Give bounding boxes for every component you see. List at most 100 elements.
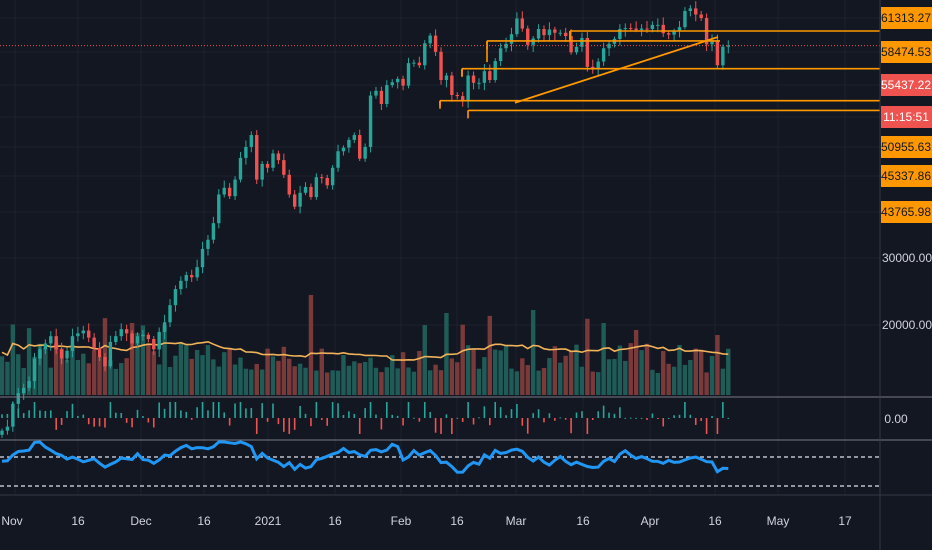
histogram-bar xyxy=(185,411,188,418)
histogram-bar xyxy=(120,412,123,418)
candle-body xyxy=(87,330,91,338)
candle-body xyxy=(249,135,254,147)
volume-bar xyxy=(682,364,688,395)
candle-body xyxy=(395,78,400,83)
volume-bar xyxy=(417,350,422,395)
price-axis[interactable]: 61313.27 58474.53 55437.22 11:15:51 50955.63… xyxy=(881,7,932,426)
price-tag xyxy=(881,136,932,158)
time-axis-label: Dec xyxy=(130,514,151,528)
histogram-bar xyxy=(293,418,296,430)
candle-body xyxy=(152,339,156,350)
price-tag-label: 45337.86 xyxy=(881,169,931,183)
volume-bar xyxy=(558,362,563,395)
histogram-bar xyxy=(678,414,681,418)
candle-body xyxy=(330,167,335,186)
price-tag-label: 50955.63 xyxy=(881,140,931,154)
histogram-bar xyxy=(554,418,556,421)
horizontal-level-lines[interactable] xyxy=(439,30,880,119)
volume-bar xyxy=(16,354,21,395)
volume-bar xyxy=(21,368,26,395)
volume-bar xyxy=(140,325,146,395)
histogram-bar xyxy=(218,402,220,418)
volume-bar xyxy=(449,358,455,395)
volume-bar xyxy=(368,357,373,395)
candle-body xyxy=(639,28,644,30)
time-axis[interactable]: Nov 16 Dec 16 2021 16 Feb 16 Mar 16 Apr 16 May 17 xyxy=(1,514,852,528)
histogram-bar xyxy=(331,402,334,418)
histogram-bar xyxy=(66,411,68,418)
histogram-bar xyxy=(277,418,280,425)
candle-body xyxy=(450,75,454,95)
volume-bar xyxy=(422,325,427,395)
histogram-bar xyxy=(234,403,236,418)
candle-body xyxy=(699,14,703,19)
candle-body xyxy=(498,48,503,62)
candle-body xyxy=(141,334,145,337)
histogram-bar xyxy=(380,418,383,430)
volume-bar xyxy=(222,352,227,395)
histogram-bar xyxy=(499,407,502,418)
candle-body xyxy=(715,40,720,66)
volume-bar xyxy=(698,349,704,395)
trendline[interactable] xyxy=(514,36,719,104)
candle-body xyxy=(287,174,291,195)
candle-body xyxy=(352,135,356,140)
volume-bar xyxy=(86,363,91,395)
candle-body xyxy=(536,29,541,39)
volume-bar xyxy=(465,345,471,395)
candle-body xyxy=(265,163,270,168)
volume-bar xyxy=(341,355,346,395)
candle-body xyxy=(320,177,324,179)
candle-body xyxy=(645,28,649,30)
histogram-bar xyxy=(689,414,692,418)
histogram-bar xyxy=(505,415,507,418)
volume-bar xyxy=(37,343,43,395)
volume-bar xyxy=(650,369,655,395)
histogram-bar xyxy=(239,402,242,418)
oscillator-line xyxy=(1,440,729,474)
volume-bar xyxy=(726,348,731,395)
histogram-bar xyxy=(82,414,85,418)
time-axis-label: Mar xyxy=(506,514,527,528)
volume-bar xyxy=(400,352,406,395)
histogram-bar xyxy=(337,403,339,418)
candle-body xyxy=(618,29,622,39)
histogram-bar xyxy=(87,418,90,425)
time-axis-label: 16 xyxy=(71,514,85,528)
volume-bar xyxy=(498,350,503,395)
histogram-bar xyxy=(304,413,307,418)
candle-body xyxy=(314,177,319,198)
candle-body xyxy=(38,349,42,359)
candle-body xyxy=(195,267,199,278)
volume-bar xyxy=(438,370,444,395)
candle-body xyxy=(515,18,519,35)
volume-bar xyxy=(113,368,119,395)
histogram-bar xyxy=(320,418,323,420)
volume-bar xyxy=(265,348,270,395)
countdown-tag xyxy=(881,106,932,128)
candle-body xyxy=(553,29,557,33)
volume-bar xyxy=(129,323,135,395)
volume-bar xyxy=(335,370,341,395)
time-axis-label: 16 xyxy=(328,514,342,528)
histogram-bar xyxy=(136,409,139,418)
histogram-bar xyxy=(104,418,106,428)
histogram-bar xyxy=(342,415,345,418)
histogram-bar xyxy=(537,409,540,418)
volume-bar xyxy=(108,360,113,395)
histogram-bar xyxy=(423,402,426,418)
price-tag xyxy=(881,201,932,223)
time-axis-label: 16 xyxy=(450,514,464,528)
histogram-bar xyxy=(662,418,665,427)
volume-bar xyxy=(292,366,297,395)
candle-body xyxy=(390,82,394,86)
histogram-bar xyxy=(49,410,52,418)
candle-body xyxy=(325,177,329,186)
volume-bar xyxy=(124,358,129,395)
time-axis-label: Feb xyxy=(391,514,412,528)
histogram-bar xyxy=(646,418,648,420)
volume-bar xyxy=(520,358,525,395)
histogram-bar xyxy=(174,402,177,418)
histogram-bar xyxy=(158,402,160,418)
